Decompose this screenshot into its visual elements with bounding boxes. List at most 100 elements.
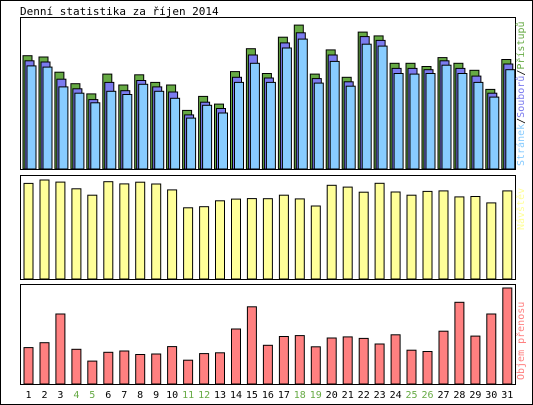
bar-objem-day-29 — [470, 335, 481, 385]
bar-navstev-day-10 — [167, 189, 178, 280]
bar-objem-day-21 — [342, 336, 353, 385]
x-label-day-6: 6 — [105, 390, 111, 401]
bar-navstev-day-2 — [39, 179, 50, 280]
x-label-day-18: 18 — [294, 390, 306, 401]
bar-objem-day-19 — [310, 346, 321, 385]
bar-strnek-day-21 — [345, 85, 356, 170]
bar-strnek-day-29 — [473, 81, 484, 170]
panel3-legend-objem: Objem přenosu — [515, 302, 527, 380]
bar-strnek-day-22 — [361, 43, 372, 170]
bar-strnek-day-23 — [377, 45, 388, 170]
x-label-day-24: 24 — [390, 390, 402, 401]
x-label-day-2: 2 — [41, 390, 47, 401]
x-label-day-4: 4 — [73, 390, 79, 401]
legend-souboru: Souborů — [515, 76, 527, 118]
bar-strnek-day-1 — [26, 65, 37, 170]
legend-stranek: Stránek — [515, 124, 527, 166]
chart-title: Denní statistika za říjen 2014 — [20, 5, 219, 18]
bar-strnek-day-8 — [138, 83, 149, 170]
bar-objem-day-13 — [215, 352, 225, 385]
bar-strnek-day-5 — [90, 102, 101, 170]
panel2-bars — [23, 179, 513, 280]
bar-strnek-day-3 — [58, 86, 69, 170]
bar-navstev-day-13 — [215, 200, 225, 280]
bar-objem-day-14 — [231, 328, 241, 385]
legend-separator-1: / — [516, 118, 527, 124]
x-label-day-27: 27 — [437, 390, 449, 401]
x-label-day-25: 25 — [405, 390, 417, 401]
bar-objem-day-24 — [390, 334, 401, 385]
x-label-day-26: 26 — [421, 390, 433, 401]
bar-objem-day-3 — [55, 313, 66, 385]
panel1-legend: Stránek/Souborů/Přístupů — [515, 21, 527, 166]
bar-navstev-day-6 — [103, 181, 114, 280]
x-label-day-11: 11 — [182, 390, 194, 401]
bar-navstev-day-11 — [183, 207, 194, 280]
x-label-day-9: 9 — [153, 390, 159, 401]
x-label-day-8: 8 — [137, 390, 143, 401]
panel1-bars — [22, 24, 516, 170]
bar-strnek-day-19 — [313, 82, 324, 170]
bar-objem-day-16 — [262, 344, 273, 385]
bar-navstev-day-8 — [135, 181, 146, 280]
bar-objem-day-22 — [358, 337, 369, 385]
bar-navstev-day-5 — [87, 194, 98, 280]
bar-objem-day-17 — [278, 336, 289, 385]
x-label-day-10: 10 — [166, 390, 178, 401]
x-label-day-20: 20 — [326, 390, 338, 401]
bar-navstev-day-16 — [262, 198, 273, 280]
x-label-day-22: 22 — [358, 390, 370, 401]
bar-navstev-day-27 — [438, 190, 449, 280]
x-label-day-15: 15 — [246, 390, 258, 401]
x-label-day-5: 5 — [89, 390, 95, 401]
x-label-day-1: 1 — [25, 390, 31, 401]
bar-strnek-day-15 — [249, 62, 260, 170]
bar-objem-day-31 — [502, 287, 513, 385]
bar-navstev-day-31 — [502, 190, 513, 280]
bar-objem-day-9 — [151, 353, 162, 385]
x-axis-labels: 1 2 3 4 5 6 7 8 9 10 11 12 13 14 15 16 17 18 19 20 21 22 23 24 2… — [25, 390, 513, 401]
bar-strnek-day-10 — [170, 97, 181, 170]
legend-pristupu: Přístupů — [515, 21, 527, 69]
bar-strnek-day-27 — [441, 64, 452, 170]
bar-objem-day-6 — [103, 351, 114, 385]
bar-navstev-day-25 — [406, 194, 417, 280]
x-label-day-23: 23 — [374, 390, 386, 401]
bar-strnek-day-24 — [393, 73, 404, 170]
bar-navstev-day-29 — [470, 196, 481, 280]
bar-navstev-day-28 — [454, 196, 465, 280]
bar-navstev-day-12 — [199, 206, 210, 280]
bar-strnek-day-18 — [297, 38, 308, 170]
x-label-day-17: 17 — [278, 390, 290, 401]
x-label-day-3: 3 — [57, 390, 63, 401]
bar-strnek-day-12 — [202, 104, 213, 170]
bar-strnek-day-28 — [457, 73, 468, 170]
bar-navstev-day-24 — [390, 191, 401, 280]
bar-strnek-day-16 — [265, 81, 276, 170]
bar-navstev-day-20 — [326, 184, 337, 280]
bar-strnek-day-13 — [218, 112, 228, 170]
x-label-day-13: 13 — [214, 390, 226, 401]
bar-navstev-day-7 — [119, 183, 130, 280]
x-label-day-19: 19 — [310, 390, 322, 401]
x-label-day-29: 29 — [469, 390, 481, 401]
bar-navstev-day-26 — [422, 190, 433, 280]
bar-strnek-day-20 — [329, 60, 340, 170]
bar-strnek-day-11 — [186, 117, 197, 170]
bar-objem-day-23 — [374, 343, 385, 385]
bar-navstev-day-18 — [294, 198, 305, 280]
bar-objem-day-18 — [294, 335, 305, 385]
bar-objem-day-4 — [71, 348, 82, 385]
x-label-day-14: 14 — [230, 390, 242, 401]
bar-objem-day-12 — [199, 353, 210, 385]
bar-strnek-day-25 — [409, 73, 420, 170]
bar-strnek-day-9 — [154, 90, 165, 170]
bar-navstev-day-19 — [310, 205, 321, 280]
x-label-day-28: 28 — [453, 390, 465, 401]
bar-strnek-day-2 — [42, 66, 53, 170]
x-label-day-31: 31 — [501, 390, 513, 401]
bar-navstev-day-17 — [278, 194, 289, 280]
bar-navstev-day-3 — [55, 181, 66, 280]
bar-objem-day-25 — [406, 349, 417, 385]
